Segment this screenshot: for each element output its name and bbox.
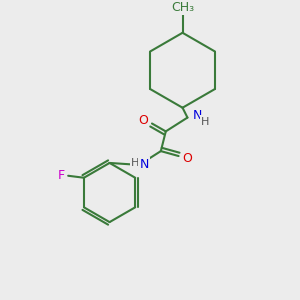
Text: CH₃: CH₃ [171,1,194,13]
Text: N: N [140,158,149,171]
Text: H: H [201,116,209,127]
Text: F: F [58,169,65,182]
Text: O: O [138,114,148,127]
Text: N: N [193,109,202,122]
Text: O: O [182,152,192,164]
Text: H: H [131,158,140,168]
